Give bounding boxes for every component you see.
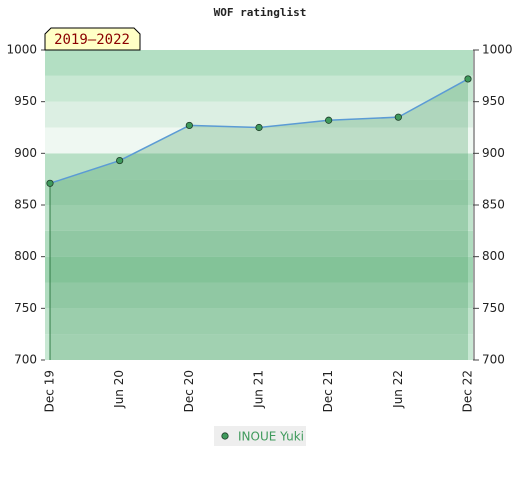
marker	[464, 75, 472, 83]
marker	[116, 156, 124, 165]
band	[45, 205, 473, 231]
x-tick-label: Jun 22	[391, 370, 405, 409]
y2-tick-label: 750	[482, 301, 505, 315]
band	[45, 256, 473, 283]
marker	[255, 123, 263, 132]
y2-tick-label: 950	[482, 94, 505, 108]
annotation: 2019–2022	[54, 32, 130, 48]
y-tick-label: 1000	[6, 43, 37, 57]
y-tick-label: 900	[14, 146, 37, 160]
y2-tick-label: 1000	[482, 43, 513, 57]
y2-tick-label: 900	[482, 146, 505, 160]
band	[45, 127, 473, 154]
y2-tick-label: 800	[482, 249, 505, 263]
legend-marker	[221, 432, 229, 440]
marker	[46, 179, 54, 187]
x-tick-label: Dec 22	[461, 370, 475, 412]
marker	[394, 113, 402, 121]
band	[45, 334, 473, 360]
band	[45, 50, 473, 76]
legend-label: INOUE Yuki	[238, 430, 304, 444]
y-tick-label: 850	[14, 198, 37, 212]
x-tick-label: Dec 19	[43, 370, 57, 412]
band	[45, 230, 473, 257]
x-tick-label: Jun 20	[112, 370, 126, 409]
chart-title: WOF ratinglist	[214, 6, 307, 19]
y2-tick-label: 700	[482, 353, 505, 367]
y-tick-label: 950	[14, 94, 37, 108]
band	[45, 179, 473, 205]
band	[45, 75, 473, 102]
marker	[325, 116, 333, 124]
y-tick-label: 750	[14, 301, 37, 315]
x-tick-label: Jun 21	[252, 370, 266, 409]
band	[45, 282, 473, 309]
y2-tick-label: 850	[482, 198, 505, 212]
area	[50, 78, 468, 360]
y-tick-label: 700	[14, 353, 37, 367]
band	[45, 308, 473, 335]
band	[45, 153, 473, 180]
legend-box	[214, 426, 306, 446]
marker	[185, 121, 193, 130]
x-tick-label: Dec 21	[321, 370, 335, 412]
y-tick-label: 800	[14, 249, 37, 263]
annotation-box	[44, 27, 141, 51]
x-tick-label: Dec 20	[182, 370, 196, 412]
